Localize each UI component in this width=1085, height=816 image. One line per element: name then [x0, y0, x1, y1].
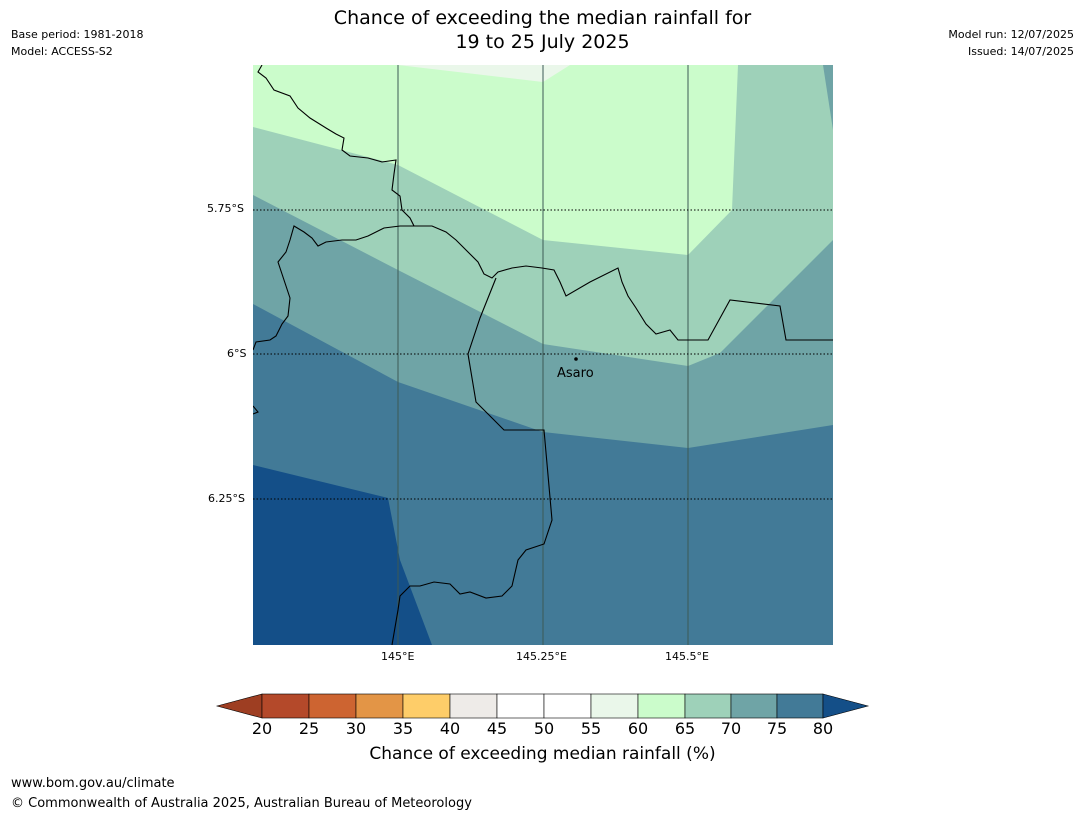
- colorbar-segment-60-65: [637, 693, 686, 719]
- colorbar-tick: 25: [298, 719, 320, 738]
- model-name: Model: ACCESS-S2: [11, 45, 113, 58]
- colorbar: [215, 693, 870, 719]
- lon-tick-145-25: 145.25°E: [516, 650, 567, 663]
- colorbar-tick: 55: [580, 719, 602, 738]
- colorbar-segment-30-35: [355, 693, 404, 719]
- colorbar-segment-55-60: [590, 693, 639, 719]
- colorbar-segment-25-30: [308, 693, 357, 719]
- map-title: Chance of exceeding the median rainfall …: [0, 6, 1085, 54]
- province-borders: [253, 65, 833, 645]
- colorbar-tick: 40: [439, 719, 461, 738]
- title-line-1: Chance of exceeding the median rainfall …: [333, 7, 752, 29]
- map-area: [253, 65, 833, 645]
- border-central: [414, 225, 833, 341]
- colorbar-tick: 30: [345, 719, 367, 738]
- colorbar-tick: 80: [812, 719, 834, 738]
- place-label-asaro: Asaro: [557, 366, 594, 381]
- colorbar-tick: 50: [533, 719, 555, 738]
- lon-tick-145-5: 145.5°E: [665, 650, 709, 663]
- border-west: [391, 277, 553, 645]
- colorbar-segment-35-40: [402, 693, 451, 719]
- colorbar-segment-20-25: [261, 693, 310, 719]
- colorbar-tick: 45: [486, 719, 508, 738]
- colorbar-tick: 75: [766, 719, 788, 738]
- zone-80-plus: [253, 465, 432, 645]
- zone-55-60: [398, 65, 570, 82]
- colorbar-tick: 65: [674, 719, 696, 738]
- base-period: Base period: 1981-2018: [11, 28, 144, 41]
- lat-tick-5-75: 5.75°S: [207, 202, 244, 215]
- border-north: [253, 65, 415, 351]
- colorbar-tick: 35: [392, 719, 414, 738]
- footer-copyright: © Commonwealth of Australia 2025, Austra…: [11, 796, 472, 811]
- issued-date: Issued: 14/07/2025: [967, 45, 1074, 58]
- colorbar-tick: 20: [251, 719, 273, 738]
- colorbar-segment-45-50: [496, 693, 545, 719]
- colorbar-segment-40-45: [449, 693, 498, 719]
- colorbar-segment-75-80: [776, 693, 824, 719]
- colorbar-segment-50-55: [543, 693, 592, 719]
- model-run: Model run: 12/07/2025: [948, 28, 1074, 41]
- meta-left: Base period: 1981-2018 Model: ACCESS-S2: [11, 26, 143, 60]
- lat-tick-6: 6°S: [227, 347, 247, 360]
- colorbar-segment-65-70: [684, 693, 732, 719]
- asaro-marker: [574, 357, 578, 361]
- colorbar-segment-70-75: [730, 693, 778, 719]
- meta-right: Model run: 12/07/2025 Issued: 14/07/2025: [948, 26, 1074, 60]
- colorbar-tick: 60: [627, 719, 649, 738]
- border-edge: [253, 405, 259, 415]
- colorbar-extend-low: [215, 693, 263, 719]
- grid-lines: [253, 65, 833, 645]
- lat-tick-6-25: 6.25°S: [208, 492, 245, 505]
- zone-60-65: [253, 65, 738, 255]
- lon-tick-145: 145°E: [381, 650, 415, 663]
- colorbar-extend-high: [822, 693, 870, 719]
- title-line-2: 19 to 25 July 2025: [455, 31, 630, 53]
- footer-url[interactable]: www.bom.gov.au/climate: [11, 776, 175, 791]
- colorbar-tick: 70: [720, 719, 742, 738]
- colorbar-label: Chance of exceeding median rainfall (%): [369, 744, 716, 764]
